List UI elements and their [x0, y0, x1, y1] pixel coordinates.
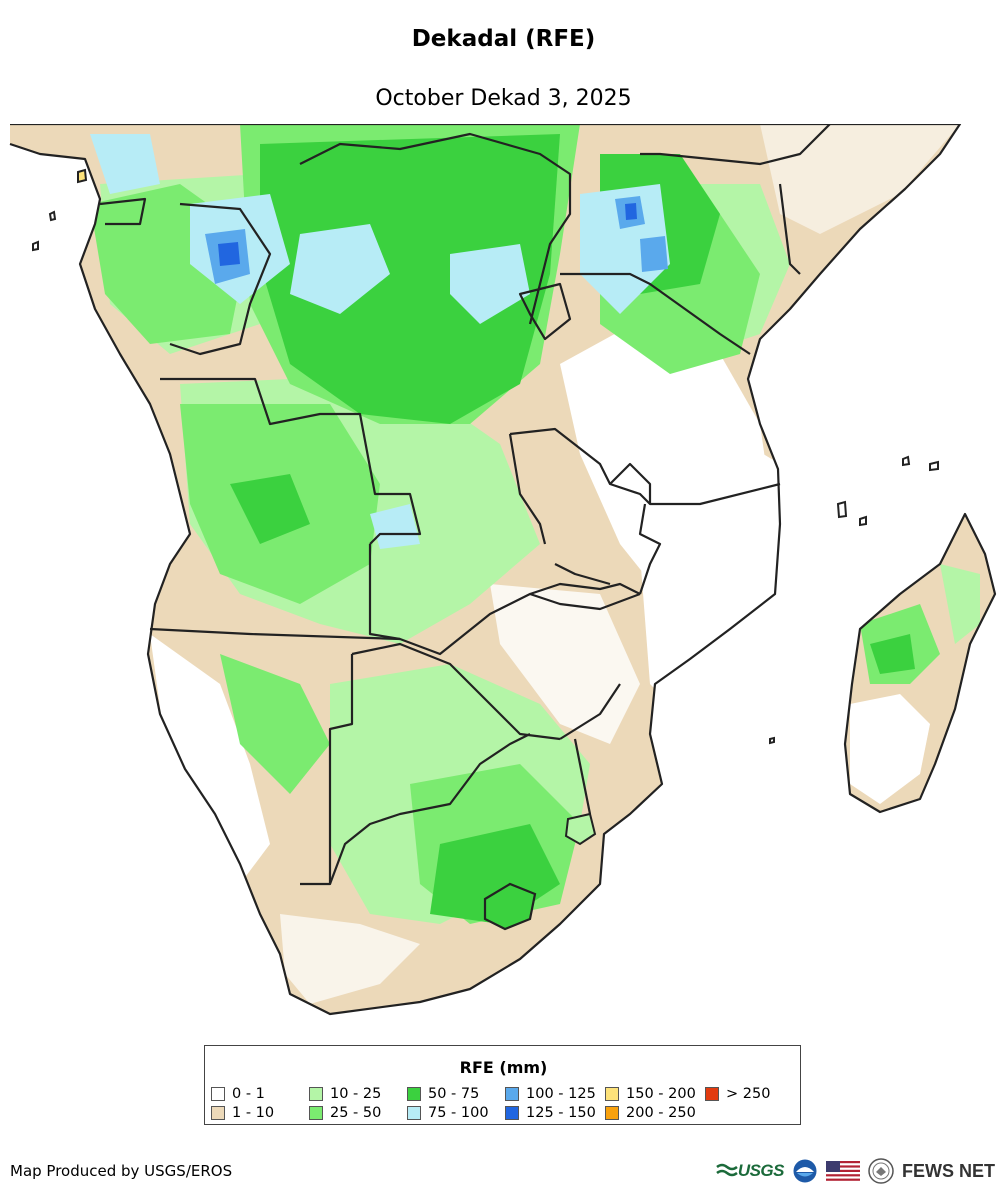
legend-title: RFE (mm) [459, 1058, 548, 1077]
state-dept-seal-logo [868, 1158, 894, 1184]
map-title: Dekadal (RFE) [411, 26, 596, 52]
legend-item: 10 - 25 [309, 1084, 407, 1103]
legend-swatch [705, 1086, 719, 1101]
legend-swatch [605, 1105, 619, 1120]
legend-swatch [605, 1086, 619, 1101]
map-canvas [9, 124, 997, 1016]
legend-label: 25 - 50 [330, 1104, 382, 1121]
fews-net-text: FEWS NET [902, 1160, 995, 1181]
legend-swatch [505, 1086, 519, 1101]
legend-swatch [309, 1105, 323, 1120]
legend-label: 125 - 150 [526, 1104, 596, 1121]
legend-item: 150 - 200 [605, 1084, 705, 1103]
legend-item: 25 - 50 [309, 1103, 407, 1122]
legend-label: 1 - 10 [232, 1104, 275, 1121]
legend-swatch [309, 1086, 323, 1101]
legend-item: 125 - 150 [505, 1103, 605, 1122]
map-credit: Map Produced by USGS/EROS [10, 1162, 233, 1180]
noaa-emblem-icon [792, 1158, 818, 1184]
usgs-logo: USGS [716, 1161, 785, 1181]
mainland-rainfall [10, 124, 960, 1014]
legend-item: 100 - 125 [505, 1084, 605, 1103]
state-seal-icon [868, 1158, 894, 1184]
legend-item: 50 - 75 [407, 1084, 505, 1103]
usgs-text: USGS [737, 1161, 785, 1180]
fews-net-logo: FEWS NET [902, 1161, 995, 1182]
legend-item: 0 - 1 [211, 1084, 309, 1103]
legend-grid: 0 - 1 1 - 10 10 - 25 25 - 50 50 - 75 75 … [211, 1084, 785, 1122]
legend-swatch [211, 1105, 225, 1120]
legend: RFE (mm) 0 - 1 1 - 10 10 - 25 25 - 50 50… [204, 1045, 801, 1125]
legend-label: 50 - 75 [428, 1085, 480, 1102]
legend-item: > 250 [705, 1084, 785, 1103]
legend-label: 100 - 125 [526, 1085, 596, 1102]
legend-swatch [407, 1105, 421, 1120]
legend-label: 150 - 200 [626, 1085, 696, 1102]
legend-swatch [211, 1086, 225, 1101]
madagascar [843, 512, 997, 814]
legend-swatch [505, 1105, 519, 1120]
legend-label: 10 - 25 [330, 1085, 382, 1102]
country-borders [9, 124, 962, 1016]
noaa-logo [792, 1158, 818, 1184]
islands [32, 168, 939, 745]
us-flag-icon [826, 1161, 860, 1181]
logos: USGS FEWS NET [708, 1155, 995, 1187]
legend-item: 75 - 100 [407, 1103, 505, 1122]
map-subtitle: October Dekad 3, 2025 [375, 86, 632, 111]
us-flag-logo [826, 1161, 860, 1181]
usgs-wave-icon [716, 1163, 738, 1177]
legend-item: 1 - 10 [211, 1103, 309, 1122]
rainfall-map [0, 124, 1007, 1024]
legend-label: 75 - 100 [428, 1104, 489, 1121]
legend-label: 0 - 1 [232, 1085, 265, 1102]
legend-label: > 250 [726, 1085, 771, 1102]
legend-label: 200 - 250 [626, 1104, 696, 1121]
legend-item: 200 - 250 [605, 1103, 705, 1122]
legend-swatch [407, 1086, 421, 1101]
